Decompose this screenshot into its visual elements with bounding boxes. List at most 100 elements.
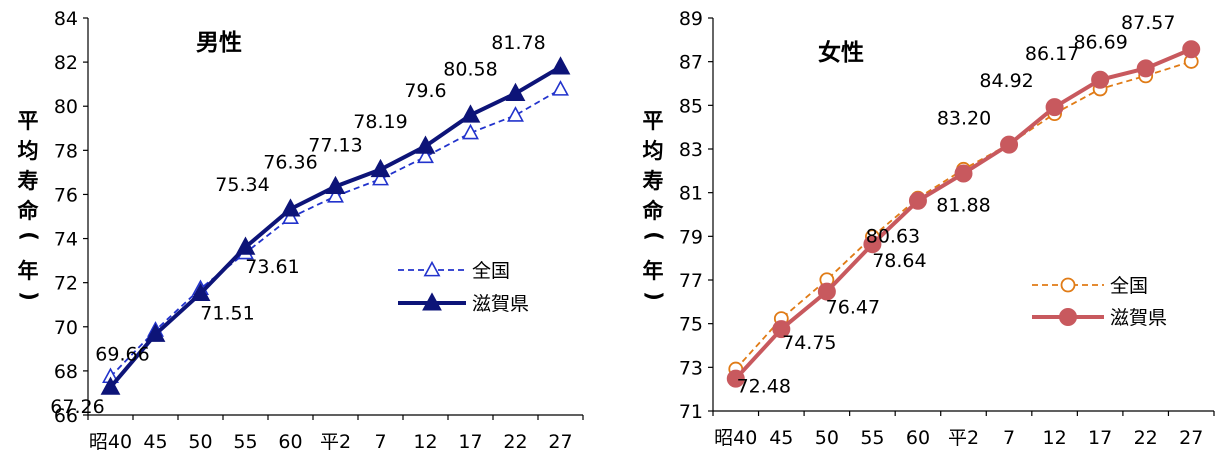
male-data-label: 67.26	[50, 396, 104, 418]
male-y-tick-label: 78	[54, 140, 78, 162]
male-y-tick-label: 76	[54, 184, 78, 206]
male-x-tick-label: 7	[374, 431, 386, 453]
female-data-point-shiga	[772, 320, 791, 339]
male-data-point-national	[417, 147, 434, 164]
female-x-tick-label: 7	[1003, 427, 1015, 449]
female-y-tick-label: 77	[679, 270, 703, 292]
male-data-point-national	[507, 106, 524, 122]
male-data-label: 80.58	[443, 58, 497, 80]
female-data-label: 86.69	[1073, 31, 1127, 53]
female-data-point-shiga	[817, 282, 836, 301]
male-x-tick-label: 12	[413, 431, 437, 453]
female-data-point-shiga	[908, 191, 927, 210]
male-y-tick-label: 82	[54, 52, 78, 74]
female-data-point-shiga	[954, 164, 973, 183]
female-y-axis-label-char: 寿	[643, 169, 664, 193]
female-data-label: 80.63	[866, 226, 920, 248]
male-y-axis-label-char: 年	[18, 259, 39, 283]
female-y-tick-label: 73	[679, 357, 703, 379]
male-y-tick-label: 84	[54, 8, 78, 30]
female-y-tick-label: 89	[679, 8, 703, 30]
male-y-axis-label-char: )	[17, 291, 41, 301]
female-data-point-shiga	[1182, 40, 1201, 59]
female-data-label: 86.17	[1025, 43, 1079, 65]
female-y-tick-label: 85	[679, 95, 703, 117]
female-y-axis-label-char: (	[642, 231, 666, 241]
male-legend-marker	[422, 292, 442, 311]
female-data-point-shiga	[1091, 70, 1110, 89]
male-y-tick-label: 72	[54, 273, 78, 295]
female-legend-marker	[1060, 277, 1076, 293]
male-x-tick-label: 昭40	[89, 431, 132, 453]
female-x-tick-label: 45	[769, 427, 793, 449]
male-data-point-shiga	[145, 323, 166, 342]
male-data-point-shiga	[415, 135, 436, 154]
female-data-label: 72.48	[737, 376, 791, 398]
male-series-national	[102, 80, 569, 384]
male-data-point-shiga	[235, 236, 256, 255]
male-data-point-shiga	[370, 158, 391, 178]
male-data-label: 77.13	[308, 135, 362, 157]
male-data-label: 71.51	[200, 302, 254, 324]
male-legend-label: 全国	[472, 260, 510, 282]
female-data-label: 78.64	[872, 250, 926, 272]
male-data-point-shiga	[505, 82, 526, 101]
male-data-point-shiga	[325, 175, 346, 195]
female-y-tick-label: 87	[679, 52, 703, 74]
male-y-tick-label: 70	[54, 317, 78, 339]
male-data-label: 79.6	[404, 80, 446, 102]
female-data-label: 84.92	[979, 70, 1033, 92]
male-data-label: 75.34	[215, 174, 269, 196]
male-x-tick-label: 22	[503, 431, 527, 453]
female-y-axis-label-char: )	[642, 291, 666, 301]
male-data-point-shiga	[460, 104, 481, 123]
female-x-tick-label: 60	[906, 427, 930, 449]
male-data-point-national	[372, 169, 389, 186]
male-chart-title: 男性	[196, 30, 242, 56]
male-data-label: 73.61	[245, 256, 299, 278]
female-x-tick-label: 50	[815, 427, 839, 449]
male-legend-marker	[423, 260, 441, 277]
female-chart-title: 女性	[818, 39, 864, 66]
male-y-axis-label-char: 命	[18, 199, 40, 223]
female-y-axis-label-char: 均	[643, 139, 664, 163]
male-data-point-shiga	[550, 56, 571, 75]
female-x-tick-label: 27	[1179, 427, 1203, 449]
male-data-label: 81.78	[491, 32, 545, 54]
female-data-point-shiga	[1136, 59, 1155, 78]
male-data-point-shiga	[190, 282, 211, 302]
male-y-axis-label-char: 均	[18, 139, 39, 163]
female-x-tick-label: 12	[1042, 427, 1066, 449]
female-legend-label: 全国	[1110, 275, 1148, 297]
male-y-tick-label: 68	[54, 361, 78, 383]
female-legend-marker	[1059, 308, 1077, 326]
male-y-axis-label-char: (	[17, 231, 41, 241]
female-y-axis-label-char: 年	[643, 259, 664, 283]
female-data-label: 76.47	[826, 297, 880, 319]
male-x-tick-label: 17	[458, 431, 482, 453]
male-data-point-national	[552, 80, 569, 96]
female-y-tick-label: 83	[679, 139, 703, 161]
male-y-tick-label: 66	[54, 405, 78, 427]
female-data-point-shiga	[863, 235, 882, 254]
female-x-tick-label: 昭40	[714, 427, 757, 449]
female-y-tick-label: 71	[679, 401, 703, 423]
male-data-point-national	[327, 187, 344, 203]
male-x-tick-label: 平2	[320, 431, 351, 453]
male-series-line-national	[109, 88, 561, 378]
female-data-point-shiga	[1045, 98, 1064, 117]
female-x-tick-label: 17	[1088, 427, 1112, 449]
male-y-axis-label-char: 寿	[18, 169, 39, 193]
male-x-tick-label: 50	[188, 431, 212, 453]
male-series-line-shiga	[108, 65, 562, 389]
female-y-axis-label-char: 平	[643, 109, 664, 133]
female-data-label: 87.57	[1121, 12, 1175, 34]
female-data-point-shiga	[726, 369, 745, 388]
male-y-tick-label: 74	[54, 229, 78, 251]
male-x-tick-label: 45	[143, 431, 167, 453]
